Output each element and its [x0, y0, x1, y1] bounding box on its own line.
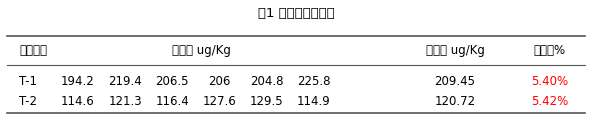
Text: 120.72: 120.72 — [435, 95, 475, 108]
Text: 209.45: 209.45 — [435, 75, 475, 88]
Text: 平均值 ug/Kg: 平均值 ug/Kg — [426, 44, 484, 57]
Text: 样品编号: 样品编号 — [19, 44, 47, 57]
Text: 204.8: 204.8 — [250, 75, 284, 88]
Text: 225.8: 225.8 — [297, 75, 330, 88]
Text: 5.40%: 5.40% — [531, 75, 568, 88]
Text: 测定值 ug/Kg: 测定值 ug/Kg — [172, 44, 231, 57]
Text: 表1 精密度试验结果: 表1 精密度试验结果 — [258, 7, 334, 20]
Text: 5.42%: 5.42% — [531, 95, 568, 108]
Text: 121.3: 121.3 — [108, 95, 142, 108]
Text: 206.5: 206.5 — [156, 75, 189, 88]
Text: T-2: T-2 — [19, 95, 37, 108]
Text: T-1: T-1 — [19, 75, 37, 88]
Text: 114.6: 114.6 — [61, 95, 95, 108]
Text: 219.4: 219.4 — [108, 75, 142, 88]
Text: 精密度%: 精密度% — [533, 44, 565, 57]
Text: 194.2: 194.2 — [61, 75, 95, 88]
Text: 114.9: 114.9 — [297, 95, 330, 108]
Text: 129.5: 129.5 — [250, 95, 284, 108]
Text: 206: 206 — [208, 75, 231, 88]
Text: 116.4: 116.4 — [155, 95, 189, 108]
Text: 127.6: 127.6 — [202, 95, 236, 108]
